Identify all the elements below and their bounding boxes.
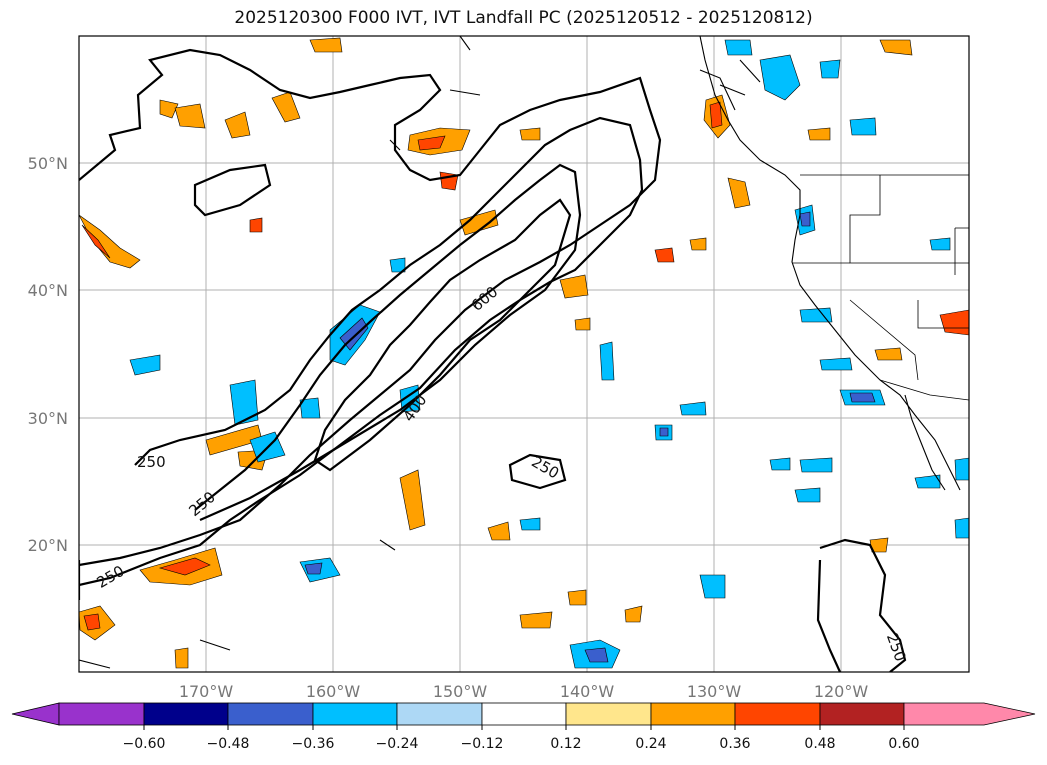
colorbar-segment — [143, 702, 229, 726]
colorbar-segment — [227, 702, 314, 726]
map-title: 2025120300 F000 IVT, IVT Landfall PC (20… — [234, 8, 813, 28]
contour-label: 250 — [137, 453, 166, 471]
colorbar-segment — [396, 702, 483, 726]
colorbar-segment — [734, 702, 821, 726]
latitude-labels: 50°N 40°N 30°N 20°N — [28, 154, 68, 555]
colorbar-tick-label: −0.36 — [292, 736, 335, 752]
colorbar-ticks — [143, 725, 905, 730]
colorbar-segment — [481, 702, 567, 726]
colorbar-segment — [650, 702, 736, 726]
lon-label: 150°W — [433, 682, 488, 701]
colorbar-tick-label: −0.12 — [461, 736, 504, 752]
lat-label: 40°N — [28, 281, 68, 300]
lat-label: 50°N — [28, 154, 68, 173]
lat-label: 30°N — [28, 409, 68, 428]
coastlines — [79, 36, 961, 669]
lon-label: 160°W — [306, 682, 361, 701]
longitude-labels: 170°W 160°W 150°W 140°W 130°W 120°W — [179, 682, 869, 701]
colorbar-tick-label: −0.60 — [123, 736, 166, 752]
colorbar-segment — [58, 702, 145, 726]
colorbar-tick-label: 0.48 — [804, 736, 835, 752]
lat-label: 20°N — [28, 536, 68, 555]
colorbar: −0.60 −0.48 −0.36 −0.24 −0.12 0.12 0.24 … — [11, 702, 1036, 752]
colorbar-tick-label: 0.36 — [719, 736, 750, 752]
colorbar-tick-label: 0.24 — [635, 736, 666, 752]
colorbar-segment — [11, 702, 60, 726]
state-borders — [792, 174, 969, 401]
colorbar-segment — [565, 702, 652, 726]
map-plot-area: 250 250 600 400 250 250 250 — [79, 36, 969, 672]
colorbar-segment — [903, 702, 1036, 726]
lon-label: 140°W — [560, 682, 615, 701]
lon-label: 120°W — [814, 682, 869, 701]
ivt-contours — [79, 48, 907, 672]
colorbar-segment — [819, 702, 905, 726]
negative-pc-areas — [129, 39, 969, 669]
plot-frame — [78, 35, 970, 673]
colorbar-tick-label: −0.48 — [207, 736, 250, 752]
colorbar-tick-label: −0.24 — [376, 736, 419, 752]
colorbar-tick-label: 0.12 — [550, 736, 581, 752]
colorbar-segment — [312, 702, 398, 726]
lon-label: 170°W — [179, 682, 234, 701]
positive-pc-areas — [79, 37, 969, 669]
colorbar-tick-label: 0.60 — [888, 736, 919, 752]
lon-label: 130°W — [687, 682, 742, 701]
